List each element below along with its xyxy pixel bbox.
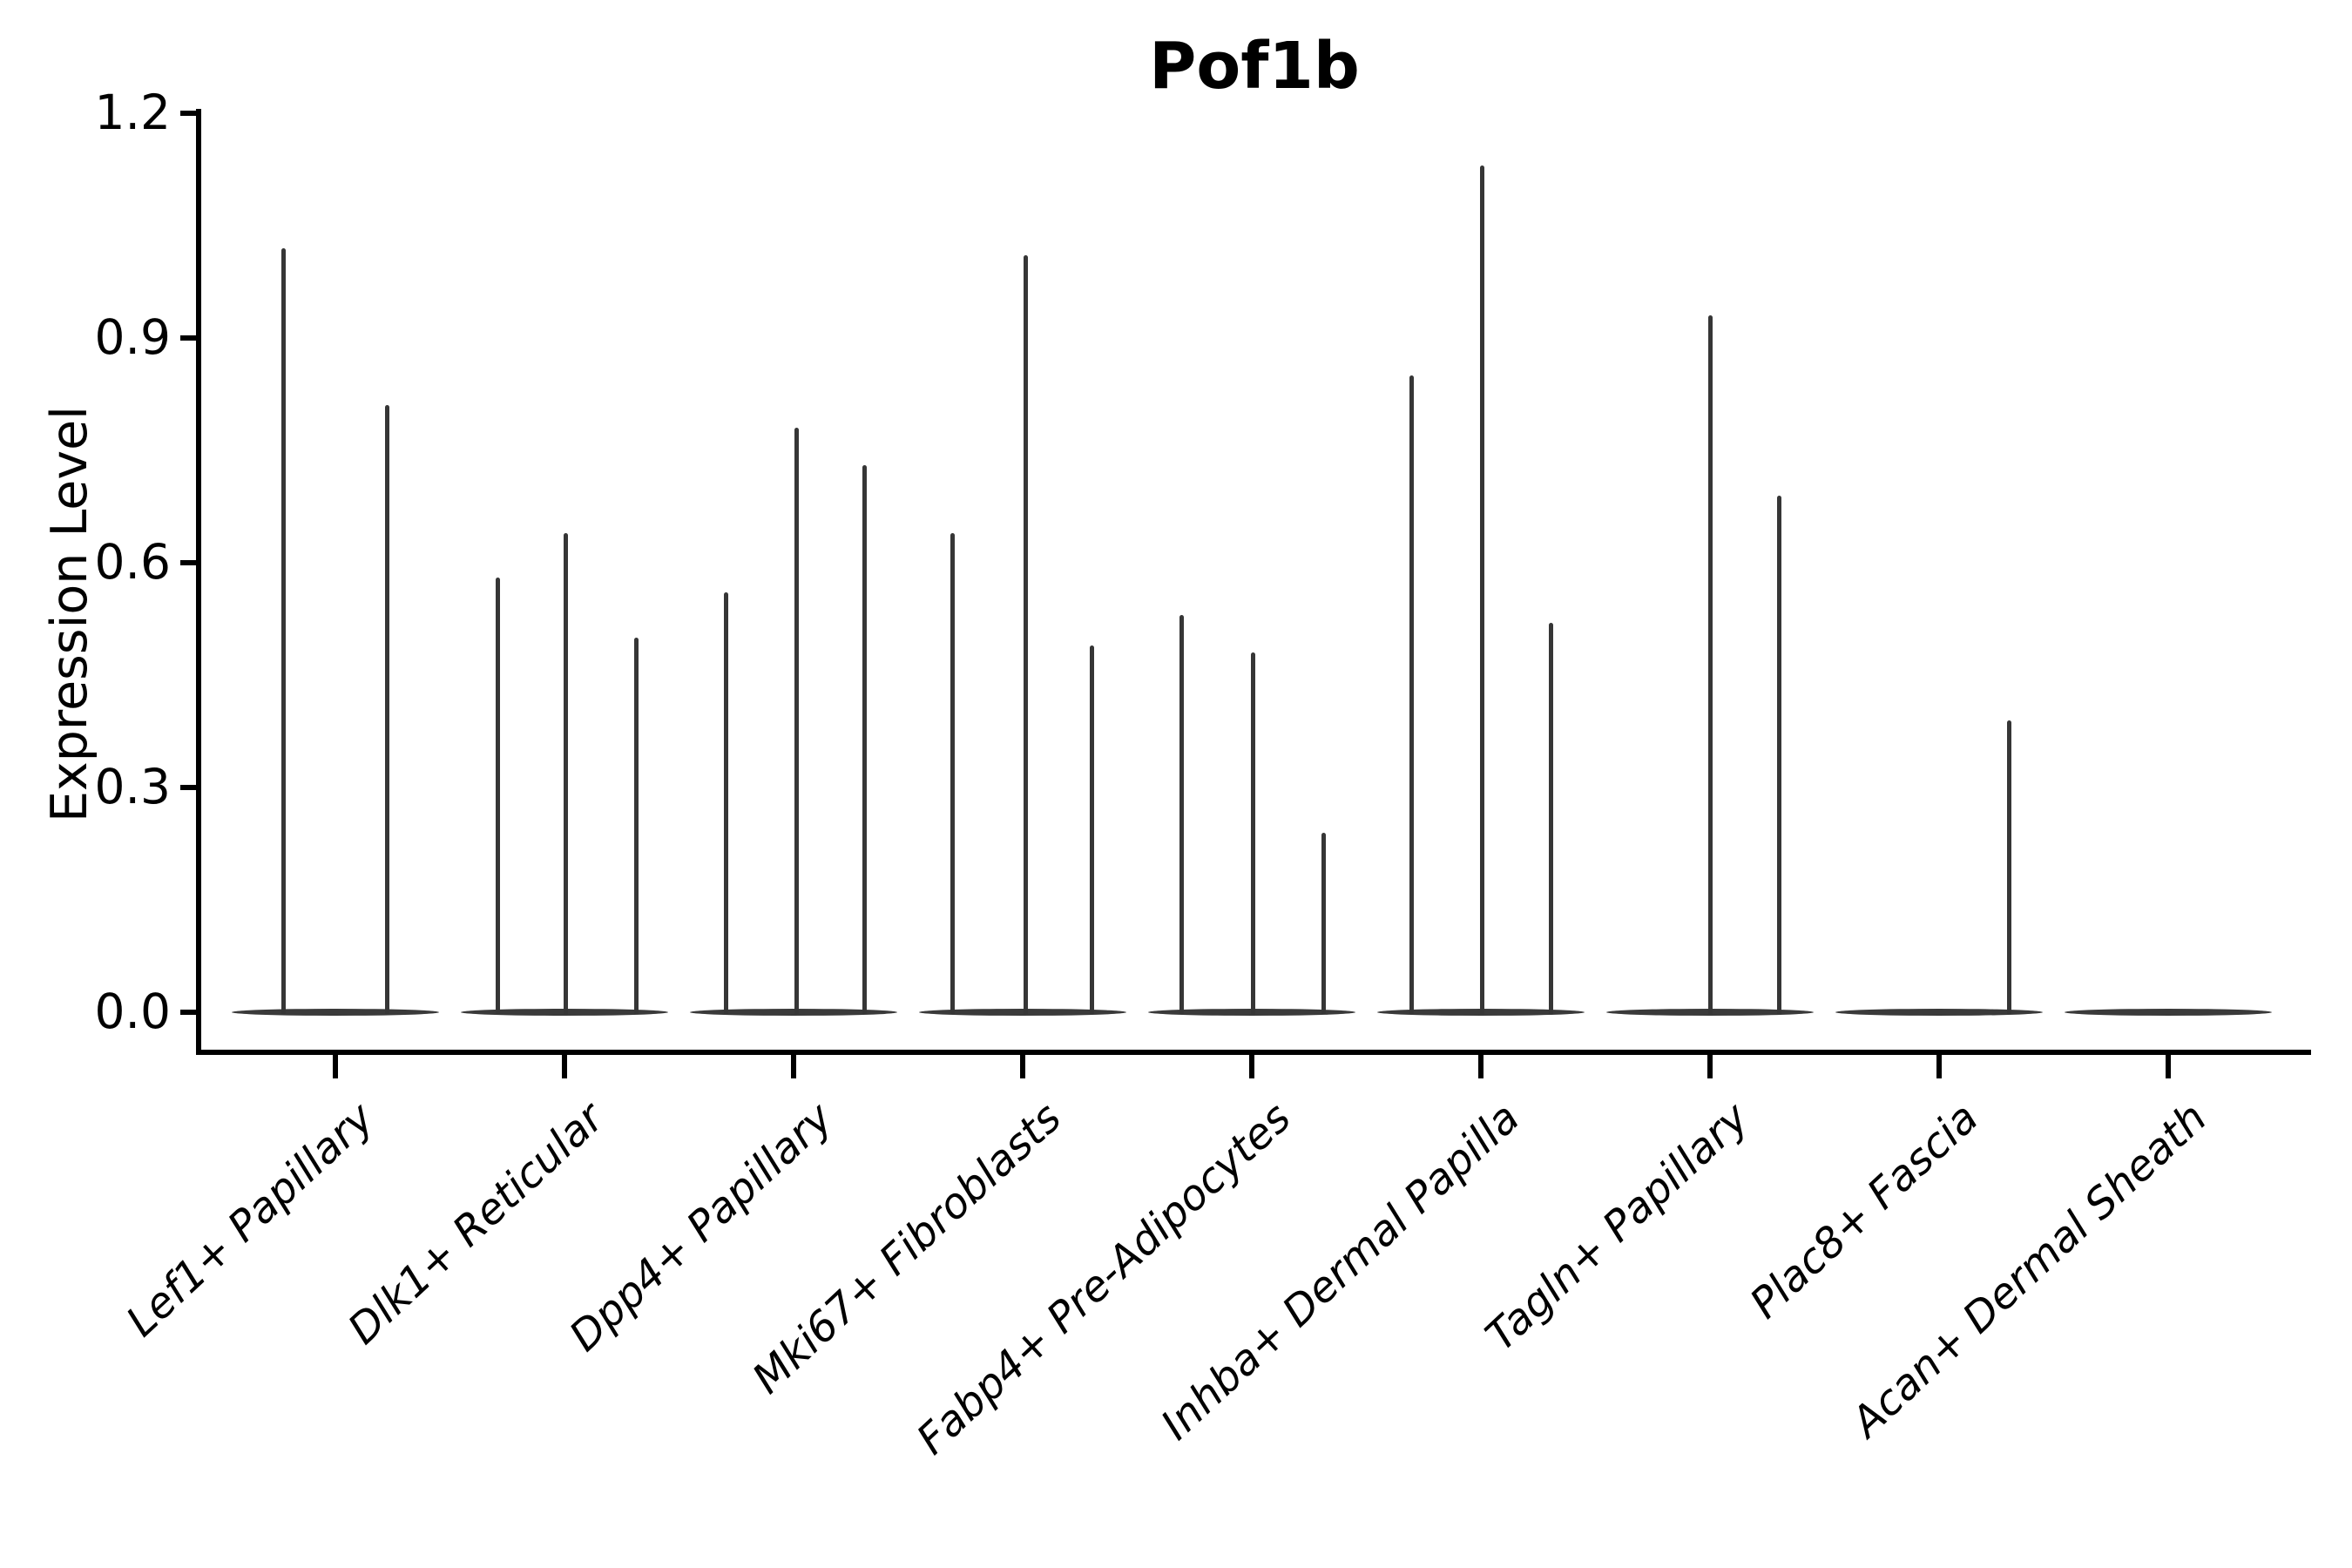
violin-spike [1708, 315, 1713, 1014]
violin-body [919, 1009, 1126, 1016]
violin-spike [634, 638, 639, 1014]
y-tick-label: 0.0 [94, 983, 171, 1039]
x-tick-mark [333, 1055, 338, 1078]
x-tick-mark [791, 1055, 796, 1078]
x-tick-mark [1249, 1055, 1254, 1078]
chart-title: Pof1b [1149, 29, 1360, 104]
y-tick-mark [180, 111, 196, 116]
violin-spike [724, 592, 728, 1014]
x-tick-label: Fabp4+ Pre-Adipocytes [907, 1093, 1301, 1464]
x-tick-mark [1478, 1055, 1484, 1078]
x-tick-label: Plac8+ Fascia [1740, 1093, 1988, 1328]
violin-spike [794, 428, 799, 1014]
x-tick-mark [562, 1055, 567, 1078]
y-tick-label: 0.9 [94, 309, 171, 365]
y-tick-mark [180, 335, 196, 341]
violin-spike [281, 247, 286, 1014]
violin-spike [1179, 615, 1184, 1014]
x-tick-label: Dlk1+ Reticular [338, 1093, 613, 1355]
x-tick-mark [1020, 1055, 1025, 1078]
y-tick-mark [180, 560, 196, 565]
violin-spike [862, 465, 867, 1014]
violin-spike [496, 578, 500, 1014]
x-tick-mark [2166, 1055, 2171, 1078]
x-tick-label: Lef1+ Papillary [117, 1093, 384, 1347]
violin-body [1835, 1009, 2043, 1016]
violin-spike [1480, 166, 1484, 1014]
violin-body [2065, 1009, 2272, 1016]
y-tick-label: 0.6 [94, 534, 171, 590]
violin-spike [1251, 652, 1255, 1014]
y-tick-label: 1.2 [94, 84, 171, 140]
violin-spike [1024, 255, 1028, 1014]
x-tick-mark [1936, 1055, 1942, 1078]
violin-spike [1321, 832, 1326, 1014]
violin-spike [950, 532, 955, 1014]
violin-spike [1090, 645, 1094, 1014]
x-axis-spine [196, 1050, 2311, 1055]
y-tick-label: 0.3 [94, 759, 171, 814]
y-axis-spine [196, 109, 201, 1055]
violin-body [690, 1009, 897, 1016]
y-axis-label: Expression Level [41, 406, 98, 822]
y-tick-mark [180, 1010, 196, 1015]
violin-spike [1549, 622, 1553, 1014]
violin-spike [1777, 495, 1781, 1014]
x-tick-mark [1707, 1055, 1713, 1078]
y-tick-mark [180, 785, 196, 790]
violin-body [232, 1009, 439, 1016]
violin-spike [1409, 375, 1414, 1014]
violin-spike [564, 532, 568, 1014]
violin-spike [385, 405, 389, 1014]
violin-spike [2007, 720, 2011, 1014]
